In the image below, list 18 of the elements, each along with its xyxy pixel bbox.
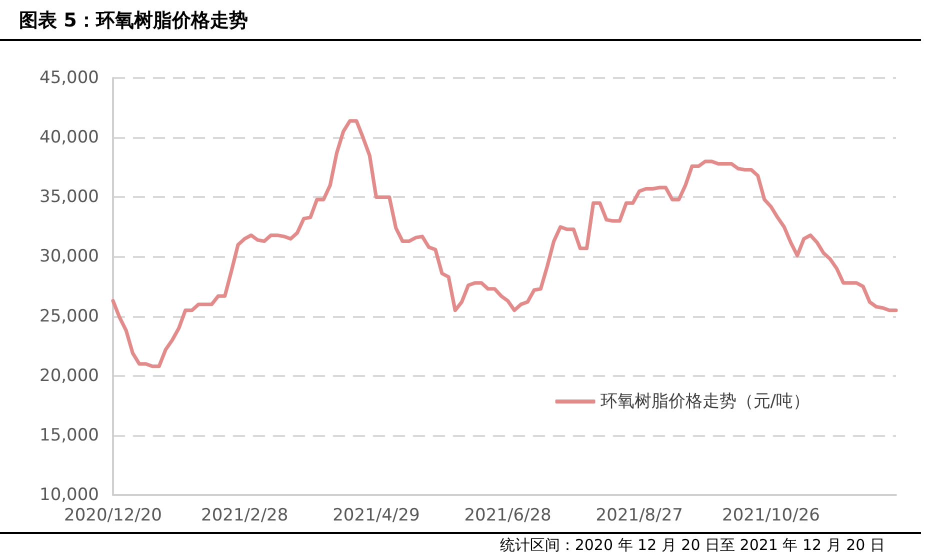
x-tick-label: 2021/10/26 xyxy=(722,506,820,526)
line-series xyxy=(111,119,898,368)
y-tick-label: 30,000 xyxy=(40,246,99,267)
y-tick-label: 35,000 xyxy=(40,187,99,208)
y-tick-label: 45,000 xyxy=(40,68,99,88)
x-tick-label: 2021/8/27 xyxy=(596,506,683,526)
y-tick-label: 25,000 xyxy=(40,306,99,326)
x-tick-label: 2021/6/28 xyxy=(464,506,552,526)
y-tick-label: 40,000 xyxy=(40,128,99,148)
y-tick-label: 10,000 xyxy=(40,485,99,505)
y-tick-label: 15,000 xyxy=(40,425,99,446)
y-tick-label: 20,000 xyxy=(40,366,99,386)
legend-label: 环氧树脂价格走势（元/吨） xyxy=(600,392,810,412)
text: 统计区间：2020 年 12 月 20 日至 2021 年 12 月 20 日 xyxy=(500,536,885,555)
chart-title: 图表 5：环氧树脂价格走势 xyxy=(19,10,248,32)
x-tick-label: 2020/12/20 xyxy=(64,506,162,526)
x-tick-label: 2021/4/29 xyxy=(332,506,420,526)
x-tick-label: 2021/2/28 xyxy=(201,506,288,526)
